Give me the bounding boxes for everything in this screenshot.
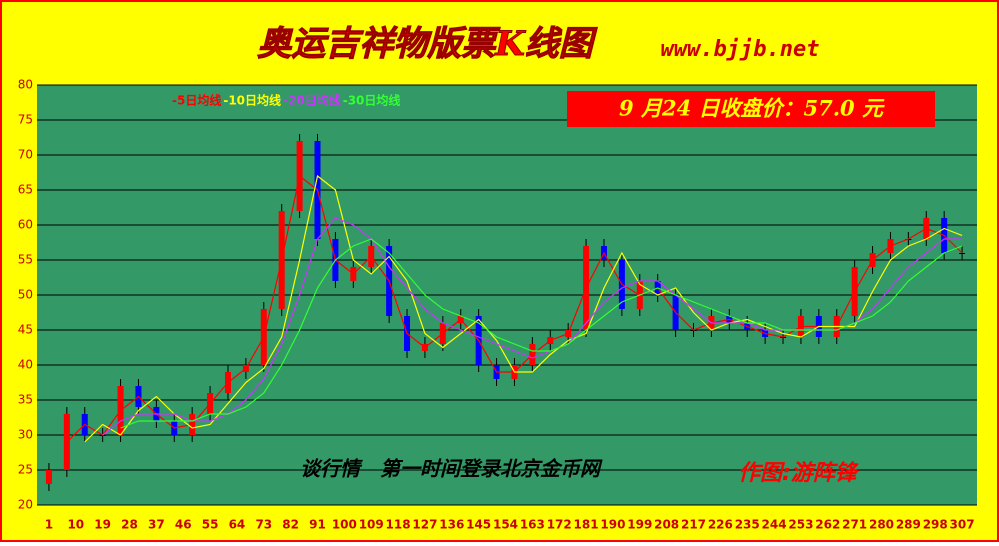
chart-title: 奥运吉祥物版票K线图 bbox=[257, 24, 598, 64]
y-tick-label: 40 bbox=[18, 358, 33, 372]
x-tick-label: 154 bbox=[493, 518, 518, 532]
y-tick-label: 75 bbox=[18, 113, 33, 127]
y-tick-label: 65 bbox=[18, 183, 33, 197]
ma-line bbox=[84, 174, 963, 443]
x-tick-label: 28 bbox=[121, 518, 138, 532]
author: 作图:游阵锋 bbox=[738, 461, 860, 486]
x-tick-label: 55 bbox=[202, 518, 219, 532]
x-tick-label: 19 bbox=[94, 518, 111, 532]
annotation: 谈行情 第一时间登录北京金币网 bbox=[300, 457, 603, 481]
x-tick-label: 289 bbox=[896, 518, 921, 532]
x-tick-label: 37 bbox=[148, 518, 165, 532]
x-tick-label: 244 bbox=[762, 518, 787, 532]
x-tick-label: 181 bbox=[574, 518, 599, 532]
y-tick-label: 80 bbox=[18, 78, 33, 92]
x-tick-label: 163 bbox=[520, 518, 545, 532]
x-tick-label: 262 bbox=[815, 518, 840, 532]
legend-entry: -10日均线 bbox=[223, 93, 281, 108]
price-box bbox=[567, 91, 935, 127]
x-tick-label: 127 bbox=[412, 518, 437, 532]
x-tick-label: 253 bbox=[788, 518, 813, 532]
x-tick-label: 298 bbox=[923, 518, 948, 532]
candle-body bbox=[959, 253, 966, 254]
ma-line bbox=[120, 238, 963, 429]
legend-entry: -20日均线 bbox=[283, 93, 341, 108]
y-tick-label: 60 bbox=[18, 218, 33, 232]
legend-entry: -30日均线 bbox=[343, 93, 401, 108]
x-tick-label: 100 bbox=[332, 518, 357, 532]
y-tick-label: 45 bbox=[18, 323, 33, 337]
x-tick-label: 280 bbox=[869, 518, 894, 532]
x-tick-label: 172 bbox=[547, 518, 572, 532]
y-tick-label: 70 bbox=[18, 148, 33, 162]
x-tick-label: 64 bbox=[229, 518, 246, 532]
y-tick-label: 50 bbox=[18, 288, 33, 302]
y-tick-label: 25 bbox=[18, 463, 33, 477]
x-tick-label: 226 bbox=[708, 518, 733, 532]
price-note: 9 月24 日收盘价：57.0 元 bbox=[619, 96, 885, 121]
x-tick-label: 217 bbox=[681, 518, 706, 532]
x-tick-label: 271 bbox=[842, 518, 867, 532]
x-tick-label: 199 bbox=[627, 518, 652, 532]
x-tick-label: 136 bbox=[439, 518, 464, 532]
x-tick-label: 82 bbox=[282, 518, 299, 532]
y-tick-label: 35 bbox=[18, 393, 33, 407]
legend-entry: -5日均线 bbox=[172, 93, 221, 108]
x-tick-label: 1 bbox=[45, 518, 53, 532]
candle-body bbox=[45, 470, 52, 484]
x-tick-label: 91 bbox=[309, 518, 326, 532]
x-tick-label: 73 bbox=[255, 518, 272, 532]
x-tick-label: 208 bbox=[654, 518, 679, 532]
y-tick-label: 20 bbox=[18, 498, 33, 512]
y-tick-label: 30 bbox=[18, 428, 33, 442]
x-tick-label: 109 bbox=[359, 518, 384, 532]
subtitle: www.bjjb.net bbox=[661, 37, 820, 62]
x-tick-label: 190 bbox=[600, 518, 625, 532]
x-tick-label: 307 bbox=[950, 518, 975, 532]
x-tick-label: 46 bbox=[175, 518, 192, 532]
x-tick-label: 10 bbox=[67, 518, 84, 532]
x-tick-label: 235 bbox=[735, 518, 760, 532]
x-tick-label: 118 bbox=[386, 518, 411, 532]
x-tick-label: 145 bbox=[466, 518, 491, 532]
y-tick-label: 55 bbox=[18, 253, 33, 267]
